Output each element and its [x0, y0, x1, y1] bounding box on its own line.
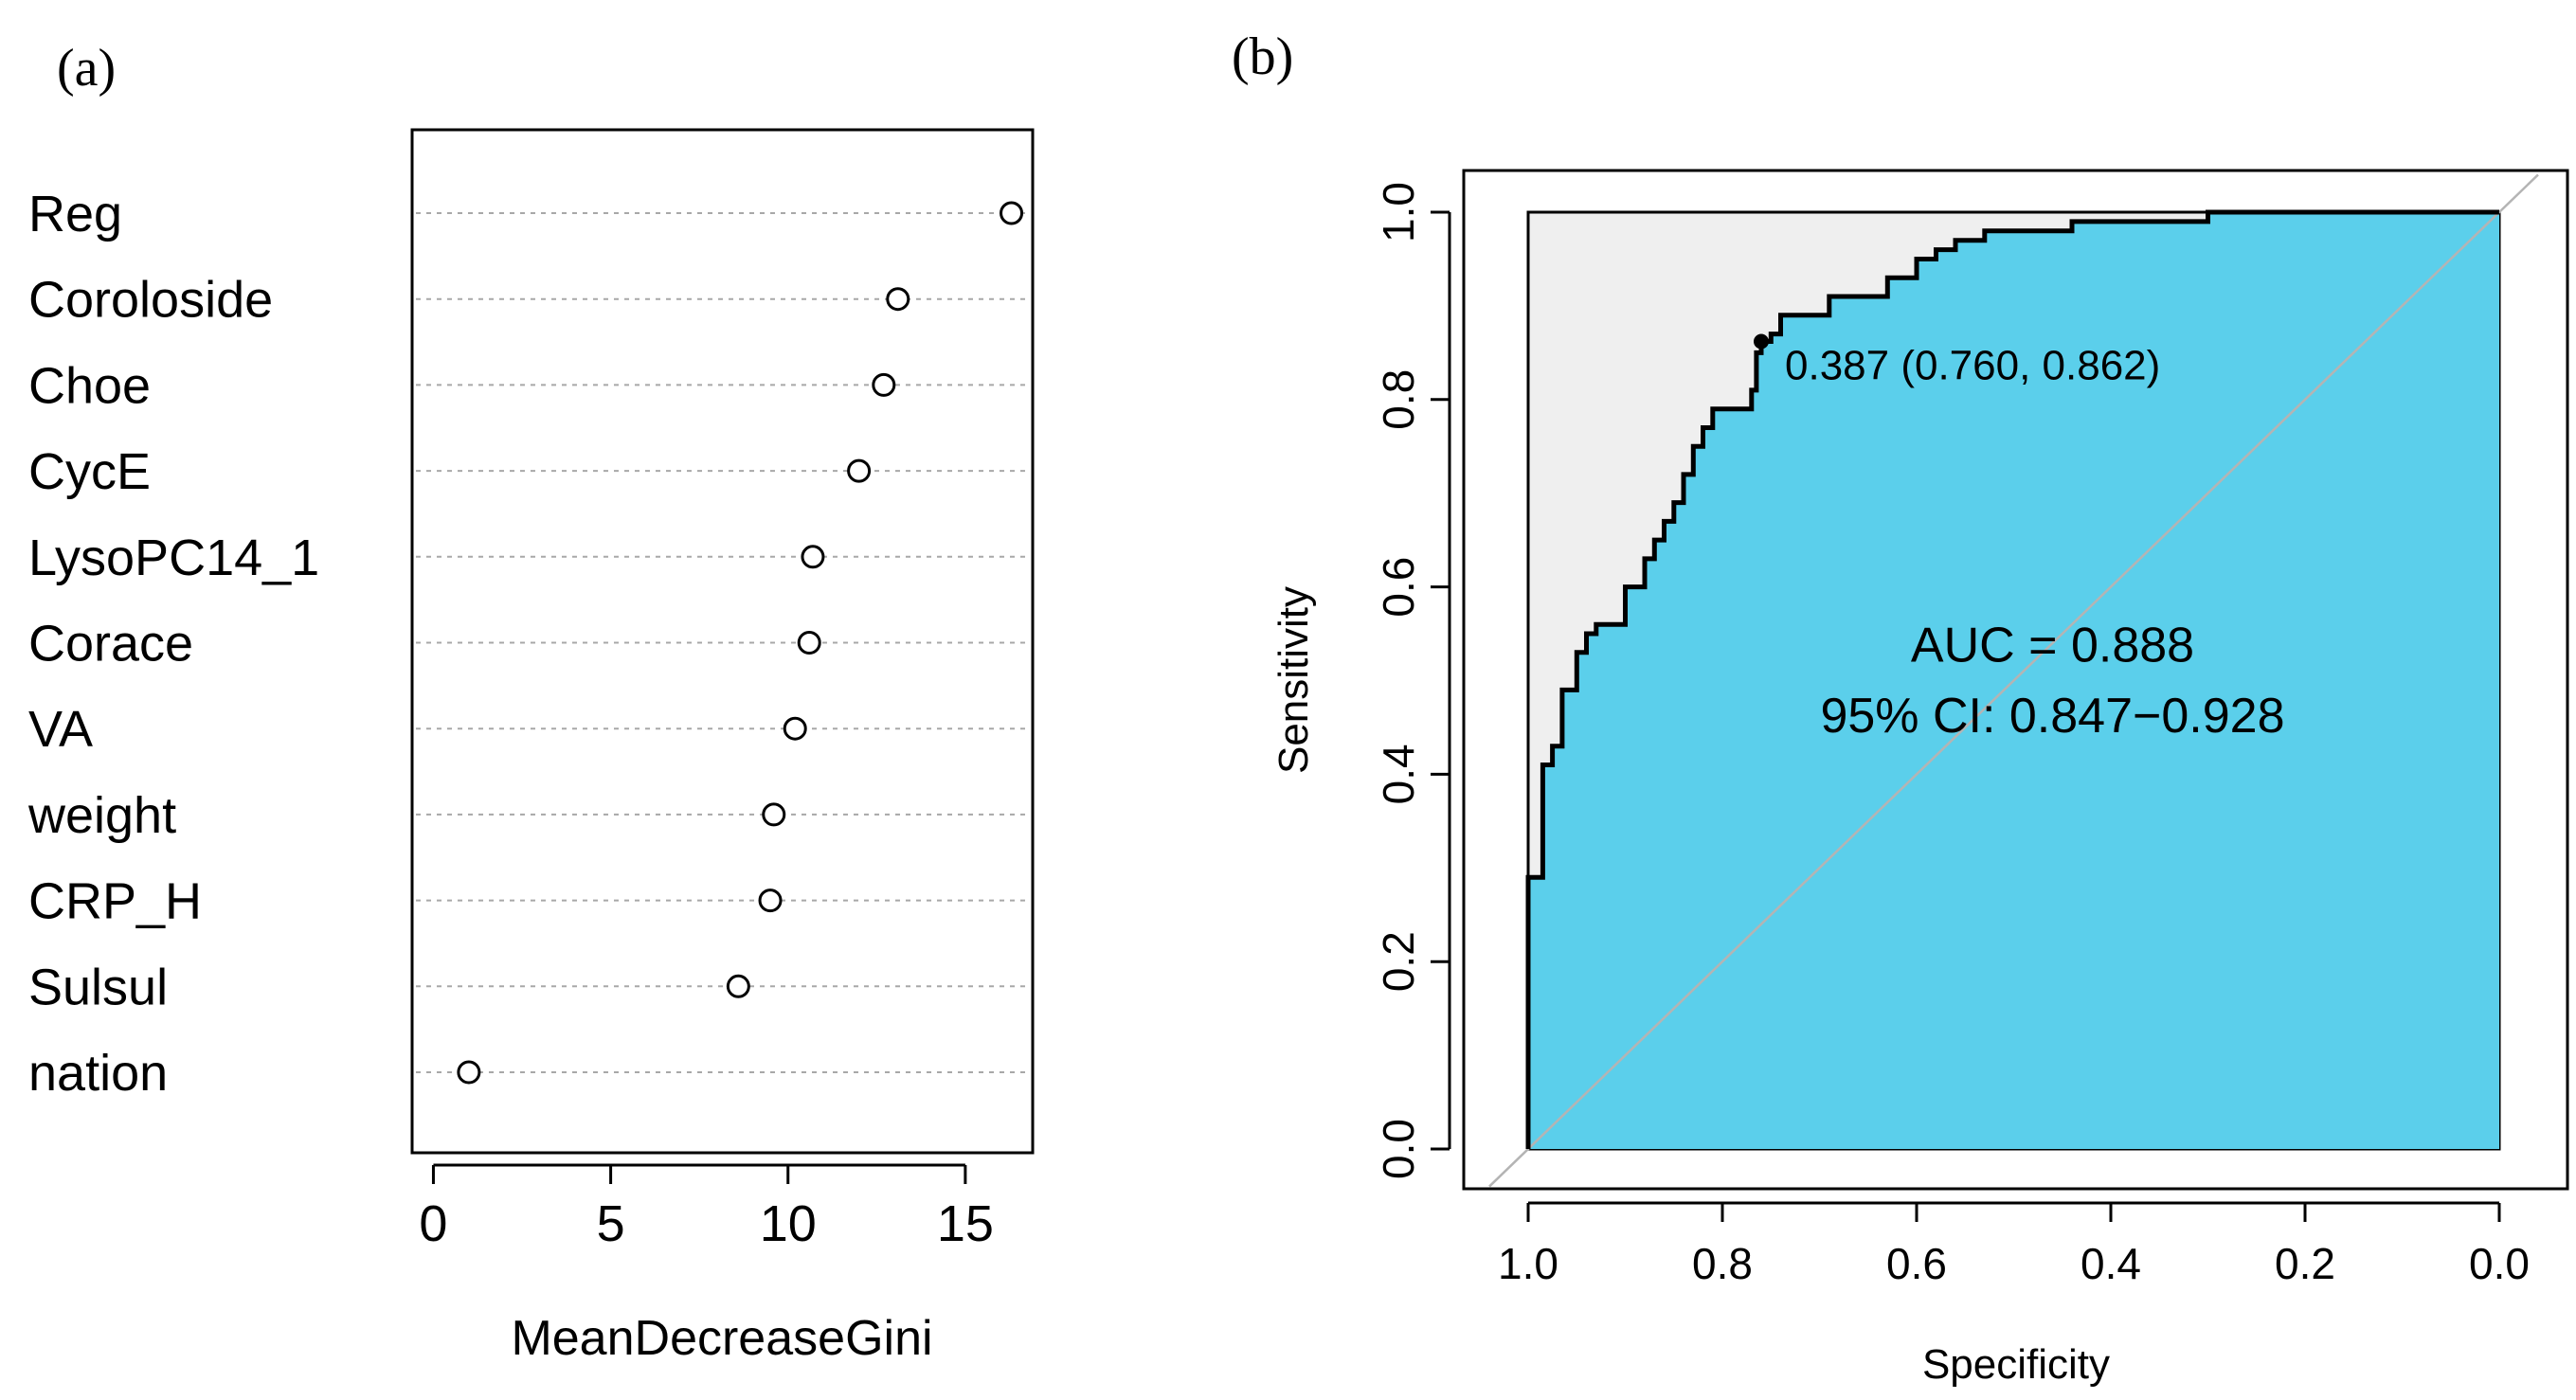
data-point: [1000, 201, 1024, 225]
data-point: [783, 716, 807, 741]
tick-label: 0.6: [1886, 1239, 1947, 1288]
category-label: CRP_H: [28, 873, 202, 930]
category-label: LysoPC14_1: [28, 529, 319, 586]
panel-a-points: [457, 201, 1024, 1085]
tick-label: 0.8: [1692, 1239, 1753, 1288]
data-point: [457, 1060, 481, 1085]
category-label: nation: [28, 1045, 168, 1102]
tick-label: 0.6: [1374, 557, 1423, 618]
tick-label: 15: [937, 1195, 994, 1252]
category-label: VA: [28, 701, 93, 758]
tick-label: 0.0: [2469, 1239, 2530, 1288]
panel-a-x-axis: 0 5 10 15: [419, 1163, 994, 1252]
data-point: [886, 287, 910, 312]
data-point: [872, 372, 896, 397]
panel-b: (b) 0.387 (0.760, 0.862) AUC = 0.888 95%…: [1232, 27, 2569, 1388]
chance-diagonal-line: [1488, 173, 2539, 1188]
panel-b-label: (b): [1232, 27, 1293, 86]
panel-a-x-axis-label: MeanDecreaseGini: [511, 1311, 932, 1366]
tick-label: 0.4: [1374, 744, 1423, 804]
panel-a: (a) Reg Coroloside Choe CycE LysoPC14_1 Corac…: [27, 39, 1035, 1366]
roc-curve: [1525, 209, 2499, 1149]
data-point: [847, 458, 872, 483]
panel-a-label: (a): [57, 39, 116, 98]
panel-b-plot-frame: [1462, 169, 2569, 1191]
category-label: Coroloside: [28, 272, 273, 329]
tick-label: 0.0: [1374, 1119, 1423, 1179]
data-point: [801, 545, 825, 569]
tick-label: 5: [597, 1195, 625, 1252]
category-label: CycE: [28, 443, 151, 500]
panel-b-y-axis: 0.0 0.2 0.4 0.6 0.8 1.0: [1374, 182, 1451, 1179]
category-label: weight: [27, 787, 176, 844]
data-point: [762, 802, 786, 827]
threshold-label: 0.387 (0.760, 0.862): [1785, 342, 2160, 388]
tick-label: 0.2: [1374, 931, 1423, 992]
tick-label: 1.0: [1498, 1239, 1558, 1288]
data-point: [758, 888, 783, 913]
panel-b-x-axis: 1.0 0.8 0.6 0.4 0.2 0.0: [1498, 1201, 2530, 1288]
panel-a-gridlines: [416, 212, 1029, 1073]
tick-label: 0.4: [2081, 1239, 2141, 1288]
panel-a-plot-frame: [410, 128, 1035, 1155]
category-label: Sulsul: [28, 959, 168, 1015]
threshold-point: [1754, 333, 1769, 350]
tick-label: 1.0: [1374, 182, 1423, 242]
auc-text: AUC = 0.888: [1911, 619, 2194, 673]
tick-label: 0.8: [1374, 369, 1423, 430]
tick-label: 10: [760, 1195, 817, 1252]
data-point: [726, 974, 750, 998]
panel-b-y-axis-label: Sensitivity: [1270, 586, 1317, 774]
category-label: Choe: [28, 357, 151, 414]
category-label: Corace: [28, 616, 193, 673]
panel-a-category-labels: Reg Coroloside Choe CycE LysoPC14_1 Corace VA w…: [27, 186, 319, 1102]
panel-b-x-axis-label: Specificity: [1922, 1341, 2110, 1388]
data-point: [797, 631, 821, 655]
category-label: Reg: [28, 186, 122, 242]
tick-label: 0: [419, 1195, 447, 1252]
tick-label: 0.2: [2275, 1239, 2335, 1288]
ci-text: 95% CI: 0.847−0.928: [1820, 689, 2284, 744]
